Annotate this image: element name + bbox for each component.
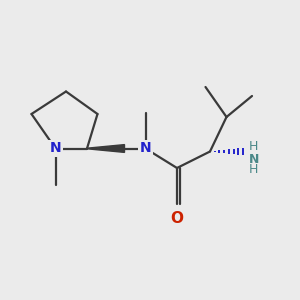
Text: N: N bbox=[140, 142, 151, 155]
Text: H: H bbox=[248, 140, 258, 153]
Text: N: N bbox=[248, 153, 259, 166]
Polygon shape bbox=[87, 145, 124, 152]
Text: H: H bbox=[248, 163, 258, 176]
Text: N: N bbox=[50, 142, 61, 155]
Text: O: O bbox=[170, 211, 184, 226]
